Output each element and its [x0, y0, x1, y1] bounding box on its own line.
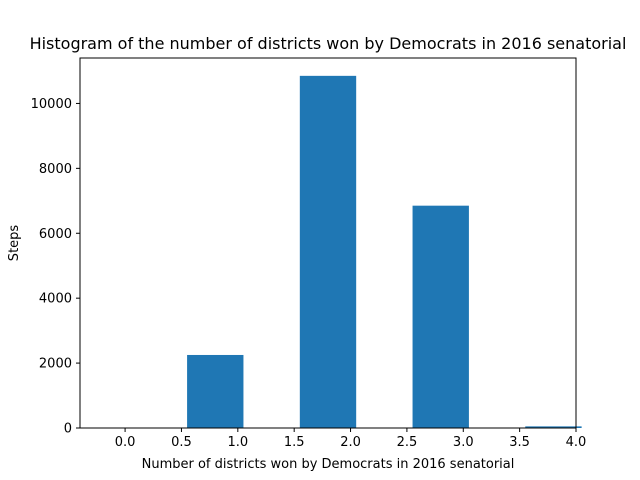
y-axis-ticks: 0 2000 4000 6000 8000 10000	[31, 97, 80, 437]
y-tick-label: 8000	[39, 162, 72, 177]
x-axis-ticks: 0.0 0.5 1.0 1.5 2.0 2.5 3.0 3.5 4.0	[115, 428, 587, 450]
histogram-bar	[412, 205, 469, 428]
y-tick-label: 6000	[39, 227, 72, 242]
histogram-bar	[525, 426, 582, 428]
x-tick-label: 2.0	[340, 435, 361, 450]
histogram-bar	[299, 75, 357, 428]
y-axis-label: Steps	[7, 225, 22, 262]
x-tick-label: 0.0	[115, 435, 136, 450]
x-tick-label: 4.0	[566, 435, 587, 450]
x-tick-label: 0.5	[171, 435, 192, 450]
x-tick-label: 1.5	[284, 435, 305, 450]
y-tick-label: 0	[64, 422, 72, 437]
x-tick-label: 3.5	[509, 435, 530, 450]
plot-frame	[79, 57, 577, 429]
chart-title: Histogram of the number of districts won…	[30, 34, 627, 53]
y-tick-label: 10000	[31, 97, 72, 112]
x-tick-label: 2.5	[397, 435, 418, 450]
x-tick-label: 3.0	[453, 435, 474, 450]
histogram-bar	[187, 354, 244, 428]
x-axis-label: Number of districts won by Democrats in …	[142, 457, 515, 472]
y-tick-label: 2000	[39, 357, 72, 372]
y-tick-label: 4000	[39, 292, 72, 307]
bars-group	[187, 75, 582, 428]
x-tick-label: 1.0	[227, 435, 248, 450]
